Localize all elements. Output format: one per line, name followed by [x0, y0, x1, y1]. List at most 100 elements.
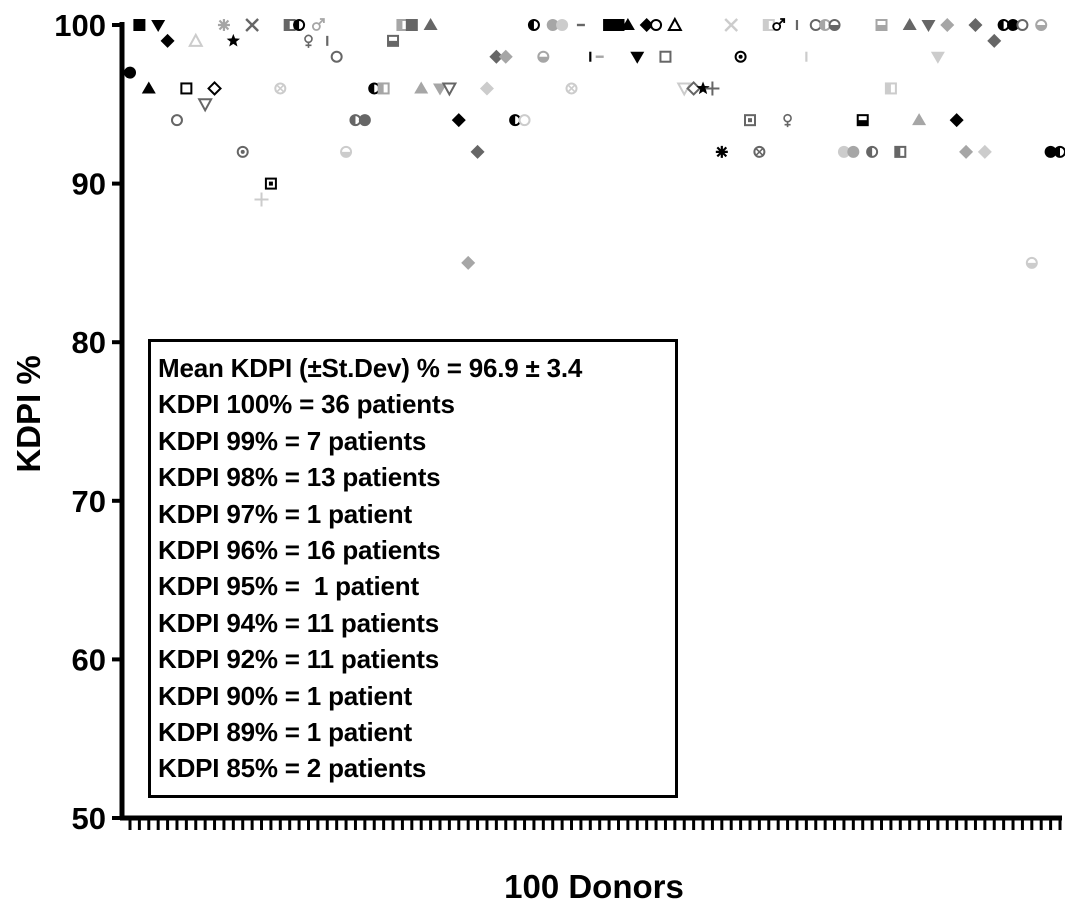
data-point-donor-29 — [387, 34, 400, 47]
data-point-donor-54 — [620, 18, 635, 30]
kdpi-count-line: KDPI 97% = 1 patient — [158, 498, 412, 529]
data-point-donor-25 — [349, 114, 362, 127]
data-point-donor-71 — [783, 113, 792, 128]
data-point-donor-21 — [311, 18, 325, 31]
data-point-donor-24 — [340, 145, 353, 158]
data-point-donor-37 — [461, 255, 476, 270]
data-point-donor-63 — [705, 81, 720, 96]
data-point-donor-5 — [160, 33, 175, 48]
data-point-donor-6 — [170, 114, 183, 127]
data-point-donor-56 — [639, 18, 654, 32]
kdpi-count-line: KDPI 95% = 1 patient — [158, 571, 419, 602]
data-point-donor-64 — [715, 145, 728, 158]
data-point-donor-11 — [217, 19, 230, 31]
data-point-donor-79 — [856, 114, 869, 127]
data-point-donor-44 — [527, 19, 540, 31]
kdpi-count-line: KDPI 99% = 7 patients — [158, 425, 427, 456]
mean-kdpi-line: Mean KDPI (±St.Dev) % = 96.9 ± 3.4 — [158, 353, 583, 383]
data-point-donor-43 — [518, 114, 531, 127]
data-point-donor-19 — [293, 19, 306, 31]
x-axis-title: 100 Donors — [504, 868, 684, 905]
data-point-donor-81 — [875, 19, 888, 31]
data-point-donor-100 — [1054, 145, 1065, 158]
data-point-donor-55 — [630, 51, 645, 64]
data-point-donor-90 — [959, 144, 974, 159]
y-tick-label: 70 — [72, 484, 106, 519]
data-point-donor-57 — [650, 19, 663, 31]
data-point-donor-4 — [151, 20, 166, 32]
data-point-donor-88 — [940, 18, 955, 32]
data-point-donor-91 — [968, 18, 983, 32]
data-point-donor-82 — [884, 82, 897, 95]
data-point-donor-68 — [753, 145, 766, 158]
data-point-donor-14 — [245, 18, 259, 32]
data-point-donor-86 — [921, 20, 936, 32]
data-point-donor-98 — [1035, 19, 1048, 31]
y-axis-ticks: 50 60 70 80 90 100 — [54, 8, 122, 836]
data-point-donor-45 — [537, 50, 550, 63]
data-point-donor-67 — [744, 114, 756, 127]
data-point-donor-39 — [479, 81, 494, 96]
y-tick-label: 80 — [72, 325, 106, 360]
y-tick-label: 100 — [54, 8, 106, 43]
data-point-donor-31 — [405, 19, 418, 31]
data-point-donor-16 — [264, 177, 277, 190]
data-point-donor-66 — [734, 50, 747, 63]
data-point-donor-41 — [498, 49, 513, 64]
data-point-donor-38 — [470, 144, 485, 159]
data-point-donor-75 — [819, 19, 832, 31]
data-point-donor-62 — [696, 81, 710, 95]
data-point-donor-32 — [414, 81, 429, 94]
data-point-donor-40 — [489, 49, 504, 64]
data-point-donor-8 — [188, 32, 204, 47]
data-point-donor-46 — [546, 19, 559, 31]
data-point-donor-94 — [997, 19, 1010, 31]
data-point-donor-52 — [603, 19, 616, 31]
kdpi-count-line: KDPI 92% = 11 patients — [158, 644, 440, 675]
data-point-donor-70 — [772, 18, 786, 31]
data-point-donor-20 — [304, 34, 313, 48]
kdpi-count-line: KDPI 96% = 16 patients — [158, 535, 441, 566]
data-point-donor-76 — [828, 19, 841, 31]
y-tick-label: 50 — [72, 801, 106, 836]
data-point-donor-78 — [847, 145, 860, 158]
data-point-donor-65 — [724, 18, 739, 32]
kdpi-count-line: KDPI 98% = 13 patients — [158, 462, 441, 493]
data-point-donor-99 — [1044, 145, 1057, 158]
data-point-donor-13 — [236, 145, 249, 158]
data-point-donor-10 — [207, 81, 222, 96]
y-tick-label: 60 — [72, 642, 106, 677]
data-point-donor-84 — [902, 18, 917, 30]
data-point-donor-23 — [330, 50, 343, 63]
data-point-donor-34 — [433, 83, 447, 96]
data-point-donor-80 — [866, 145, 879, 158]
data-point-donor-26 — [358, 114, 371, 127]
data-point-donor-96 — [1016, 19, 1029, 31]
data-point-donor-95 — [1007, 19, 1020, 31]
data-point-donor-47 — [556, 19, 569, 31]
data-point-donor-3 — [141, 81, 156, 94]
data-points — [124, 16, 1065, 270]
data-point-donor-85 — [912, 113, 927, 126]
data-point-donor-58 — [659, 50, 672, 63]
kdpi-count-line: KDPI 90% = 1 patient — [158, 680, 412, 711]
data-point-donor-17 — [274, 82, 287, 95]
data-point-donor-97 — [1025, 256, 1038, 269]
kdpi-count-line: KDPI 85% = 2 patients — [158, 753, 427, 784]
data-point-donor-59 — [667, 16, 683, 31]
summary-statistics-box: Mean KDPI (±St.Dev) % = 96.9 ± 3.4 KDPI 1… — [148, 339, 678, 798]
data-point-donor-93 — [987, 33, 1002, 48]
data-point-donor-48 — [565, 82, 578, 95]
y-tick-label: 90 — [72, 167, 106, 202]
data-point-donor-9 — [197, 98, 213, 113]
data-point-donor-28 — [377, 82, 390, 95]
data-point-donor-12 — [226, 33, 240, 47]
data-point-donor-15 — [254, 192, 269, 207]
data-point-donor-89 — [949, 113, 964, 128]
data-point-donor-33 — [423, 18, 438, 30]
y-axis-title: KDPI % — [10, 355, 47, 472]
data-point-donor-83 — [894, 145, 907, 158]
kdpi-count-line: KDPI 100% = 36 patients — [158, 389, 455, 420]
kdpi-count-line: KDPI 94% = 11 patients — [158, 607, 440, 638]
